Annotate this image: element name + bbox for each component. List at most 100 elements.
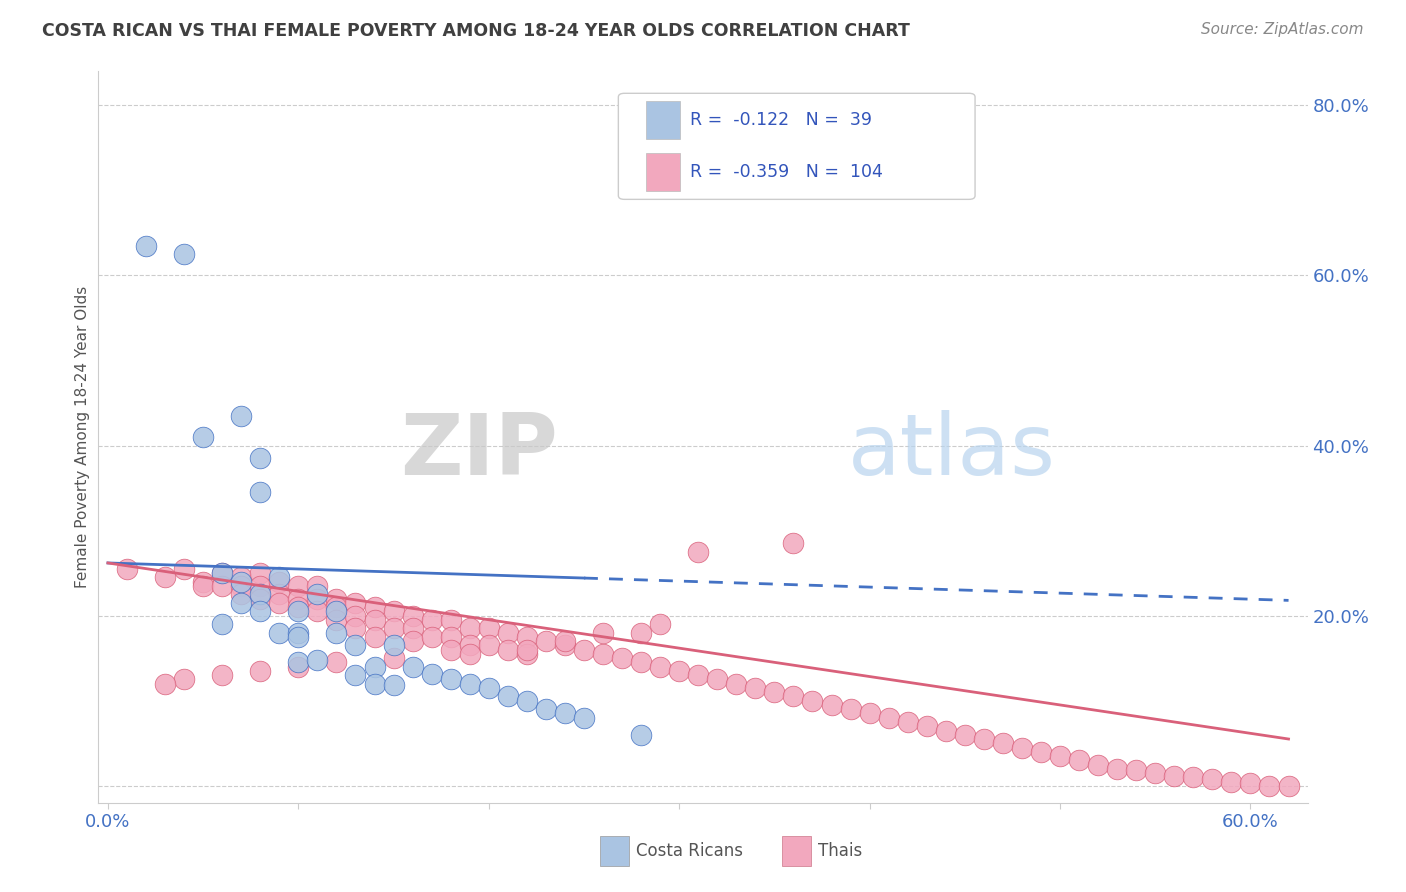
Point [744, 681, 766, 695]
Y-axis label: Female Poverty Among 18-24 Year Olds: Female Poverty Among 18-24 Year Olds [75, 286, 90, 588]
Point [991, 736, 1014, 750]
Point [688, 545, 710, 559]
Point [516, 642, 538, 657]
Point [420, 666, 443, 681]
Text: ZIP: ZIP [401, 410, 558, 493]
Point [344, 596, 367, 610]
Point [231, 579, 253, 593]
Point [478, 622, 501, 636]
Point [135, 238, 157, 252]
Point [554, 634, 576, 648]
Point [249, 451, 271, 466]
Point [554, 639, 576, 653]
Point [935, 723, 957, 738]
Point [363, 630, 385, 644]
Point [249, 587, 271, 601]
Point [231, 596, 253, 610]
Point [1220, 774, 1243, 789]
Point [877, 711, 900, 725]
Point [440, 673, 463, 687]
Point [153, 677, 176, 691]
Point [363, 677, 385, 691]
Point [287, 625, 309, 640]
Point [307, 604, 329, 618]
Point [1087, 757, 1109, 772]
Point [153, 570, 176, 584]
Point [287, 656, 309, 670]
Point [231, 409, 253, 423]
Point [382, 678, 405, 692]
Point [458, 677, 481, 691]
Point [592, 647, 614, 661]
Point [249, 485, 271, 500]
Point [782, 690, 804, 704]
Point [363, 659, 385, 673]
Point [630, 625, 652, 640]
Point [269, 587, 291, 601]
Point [115, 562, 138, 576]
Point [496, 642, 519, 657]
Point [420, 613, 443, 627]
Point [231, 587, 253, 601]
Point [1067, 753, 1090, 767]
Bar [647, 153, 681, 191]
Point [325, 613, 347, 627]
Point [688, 668, 710, 682]
Point [325, 591, 347, 606]
Point [287, 591, 309, 606]
Text: Costa Ricans: Costa Ricans [637, 842, 744, 860]
Point [231, 570, 253, 584]
Point [363, 613, 385, 627]
Point [401, 622, 423, 636]
Point [440, 642, 463, 657]
Point [650, 617, 672, 632]
Text: atlas: atlas [848, 410, 1056, 493]
Bar [647, 102, 681, 139]
Point [478, 681, 501, 695]
Point [401, 659, 423, 673]
Point [325, 600, 347, 615]
Point [1277, 779, 1299, 793]
Point [782, 536, 804, 550]
Point [458, 639, 481, 653]
Point [420, 630, 443, 644]
Point [287, 659, 309, 673]
Point [231, 574, 253, 589]
Point [249, 579, 271, 593]
Point [191, 579, 214, 593]
Point [249, 664, 271, 678]
Point [1258, 779, 1281, 793]
Point [287, 579, 309, 593]
Point [516, 630, 538, 644]
Point [211, 668, 233, 682]
Point [1011, 740, 1033, 755]
Point [763, 685, 786, 699]
Point [344, 608, 367, 623]
Point [307, 587, 329, 601]
Point [325, 604, 347, 618]
Point [820, 698, 842, 712]
Text: R =  -0.122   N =  39: R = -0.122 N = 39 [690, 112, 872, 129]
Point [287, 604, 309, 618]
Point [344, 622, 367, 636]
Text: Thais: Thais [818, 842, 862, 860]
Point [1182, 770, 1205, 784]
Point [534, 702, 557, 716]
Point [1029, 745, 1052, 759]
Point [269, 570, 291, 584]
Point [191, 574, 214, 589]
Point [211, 566, 233, 581]
Point [269, 596, 291, 610]
Point [173, 247, 195, 261]
Point [973, 731, 995, 746]
Point [173, 562, 195, 576]
Point [706, 673, 728, 687]
Point [859, 706, 882, 721]
Point [440, 613, 463, 627]
Point [725, 677, 748, 691]
Point [592, 625, 614, 640]
Point [668, 664, 690, 678]
Point [325, 656, 347, 670]
Point [211, 566, 233, 581]
Point [1107, 762, 1129, 776]
